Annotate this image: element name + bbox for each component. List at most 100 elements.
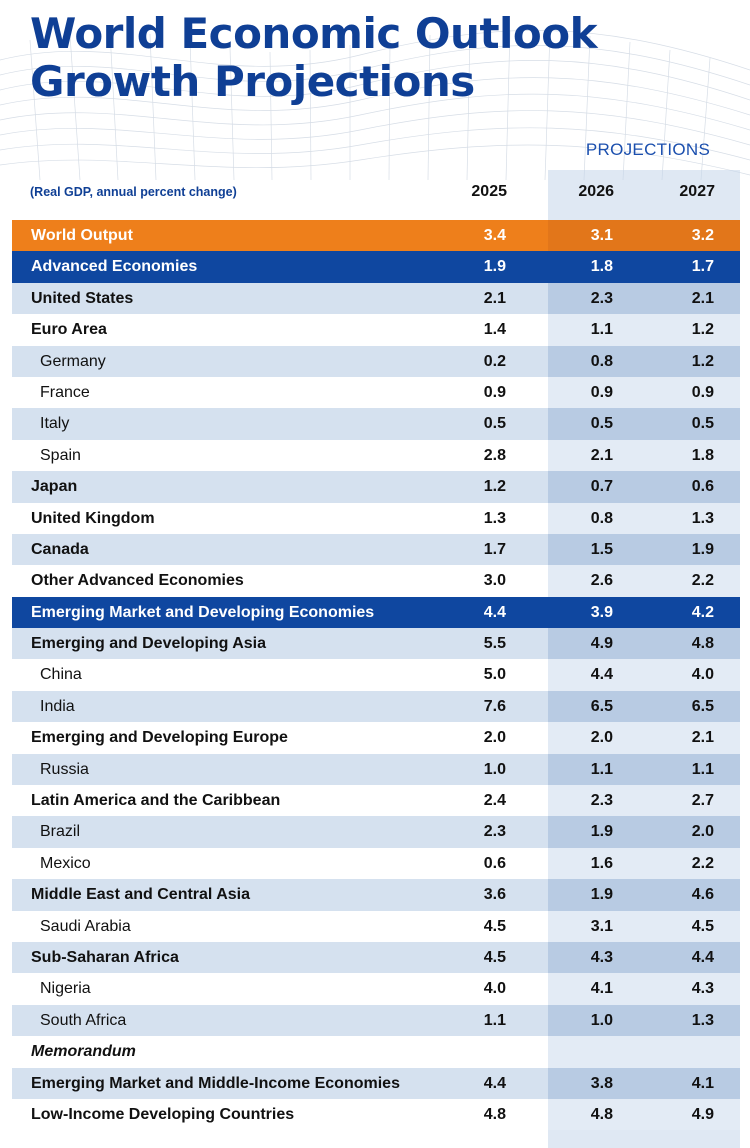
value-cell-2025: 1.1 [483, 1011, 506, 1029]
page-title: World Economic Outlook Growth Projection… [30, 9, 598, 106]
value-cell-2027: 1.3 [691, 1011, 714, 1029]
value-cell-2027: 2.2 [691, 854, 714, 872]
value-cell-2027: 3.2 [691, 227, 714, 244]
title-line-1: World Economic Outlook [30, 9, 598, 58]
row-label: Saudi Arabia [40, 917, 131, 935]
value-cell-2026: 4.9 [590, 635, 613, 653]
value-cell-2026: 3.9 [590, 603, 613, 621]
projection-cell-bg [548, 1036, 740, 1068]
row-label: Latin America and the Caribbean [31, 792, 281, 810]
value-cell-2027: 0.9 [691, 383, 714, 401]
value-cell-2026: 1.8 [590, 258, 613, 276]
value-cell-2026: 1.6 [590, 854, 613, 872]
value-cell-2026: 3.8 [590, 1074, 613, 1092]
value-cell-2026: 2.1 [590, 446, 613, 464]
value-cell-2027: 1.9 [691, 540, 714, 558]
value-cell-2026: 4.1 [590, 980, 613, 998]
value-cell-2025: 7.6 [483, 697, 506, 715]
value-cell-2026: 2.6 [590, 572, 613, 590]
row-label: Memorandum [31, 1043, 136, 1061]
projections-label: PROJECTIONS [585, 140, 711, 159]
value-cell-2027: 2.2 [691, 572, 714, 590]
value-cell-2025: 0.5 [483, 415, 506, 433]
value-cell-2025: 4.5 [483, 948, 506, 966]
value-cell-2026: 0.5 [590, 415, 613, 433]
table-row: Spain 2.8 2.1 1.8 [12, 439, 740, 472]
projection-cell-bg [548, 753, 740, 786]
row-label: Russia [40, 760, 89, 778]
value-cell-2025: 2.1 [483, 289, 506, 307]
projection-cell-bg [548, 722, 740, 754]
projection-cell-bg [548, 345, 740, 377]
projection-cell-bg [548, 910, 740, 942]
row-label: Japan [31, 478, 78, 496]
table-row: Italy 0.5 0.5 0.5 [12, 408, 740, 440]
row-label: Emerging Market and Middle-Income Econom… [31, 1074, 400, 1092]
value-cell-2025: 0.6 [483, 854, 506, 872]
value-cell-2026: 6.5 [590, 697, 613, 715]
projection-cell-bg [548, 1098, 740, 1131]
value-cell-2025: 5.0 [483, 666, 506, 684]
table-row: China 5.0 4.4 4.0 [12, 659, 740, 691]
table-row: Emerging and Developing Asia 5.5 4.9 4.8 [12, 628, 740, 660]
row-label: India [40, 697, 75, 715]
row-label: Germany [40, 352, 106, 370]
table-row: Brazil 2.3 1.9 2.0 [12, 816, 740, 848]
table-row: Russia 1.0 1.1 1.1 [12, 753, 740, 786]
row-label: Nigeria [40, 980, 91, 998]
value-cell-2025: 1.7 [483, 540, 506, 558]
projection-cell-bg [548, 659, 740, 691]
table-row: Nigeria 4.0 4.1 4.3 [12, 973, 740, 1005]
value-cell-2025: 5.5 [483, 635, 506, 653]
title-line-2: Growth Projections [30, 57, 475, 106]
row-label: Emerging and Developing Asia [31, 635, 267, 653]
value-cell-2025: 0.9 [483, 383, 506, 401]
value-cell-2025: 1.0 [483, 760, 506, 778]
projection-cell-bg [548, 282, 740, 315]
projection-cell-bg [548, 879, 740, 911]
value-cell-2027: 4.9 [691, 1105, 714, 1123]
projection-cell-bg [548, 439, 740, 472]
table-row: Saudi Arabia 4.5 3.1 4.5 [12, 910, 740, 942]
projection-cell-bg [548, 973, 740, 1005]
year-header-2027: 2027 [679, 183, 715, 200]
table-row: Emerging Market and Middle-Income Econom… [12, 1067, 740, 1099]
value-cell-2026: 2.3 [590, 792, 613, 810]
row-label: Brazil [40, 823, 81, 841]
value-cell-2026: 3.1 [590, 227, 613, 244]
value-cell-2025: 4.4 [483, 1074, 506, 1092]
row-label: China [40, 666, 82, 684]
row-label: France [40, 383, 90, 401]
table-row: Canada 1.7 1.5 1.9 [12, 533, 740, 566]
value-cell-2026: 1.0 [590, 1011, 613, 1029]
table-row: Advanced Economies 1.9 1.8 1.7 [12, 251, 740, 283]
value-cell-2025: 1.3 [483, 509, 506, 527]
value-cell-2025: 4.0 [483, 980, 506, 998]
projection-cell-bg [548, 1004, 740, 1037]
projection-cell-bg [548, 628, 740, 660]
value-cell-2027: 4.1 [691, 1074, 714, 1092]
projection-cell-bg [548, 596, 740, 629]
table-row: Japan 1.2 0.7 0.6 [12, 471, 740, 503]
value-cell-2026: 1.9 [590, 886, 613, 904]
row-label: Spain [40, 446, 81, 464]
value-cell-2025: 3.6 [483, 886, 506, 904]
value-cell-2026: 1.1 [590, 321, 613, 339]
growth-table: World Output 3.4 3.1 3.2 Advanced Economies 1… [12, 220, 740, 1131]
projection-cell-bg [548, 785, 740, 817]
row-label: World Output [31, 227, 133, 244]
projection-cell-bg [548, 565, 740, 597]
value-cell-2026: 1.5 [590, 540, 613, 558]
row-label: Canada [31, 540, 89, 558]
row-label: Other Advanced Economies [31, 572, 244, 590]
projection-cell-bg [548, 847, 740, 880]
value-cell-2026: 4.4 [590, 666, 613, 684]
value-cell-2026: 0.7 [590, 478, 613, 496]
value-cell-2025: 2.4 [483, 792, 506, 810]
table-row: France 0.9 0.9 0.9 [12, 376, 740, 409]
value-cell-2027: 4.0 [691, 666, 714, 684]
value-cell-2025: 1.2 [483, 478, 506, 496]
value-cell-2026: 0.8 [590, 509, 613, 527]
row-label: Mexico [40, 854, 91, 872]
row-label: United Kingdom [31, 509, 155, 527]
